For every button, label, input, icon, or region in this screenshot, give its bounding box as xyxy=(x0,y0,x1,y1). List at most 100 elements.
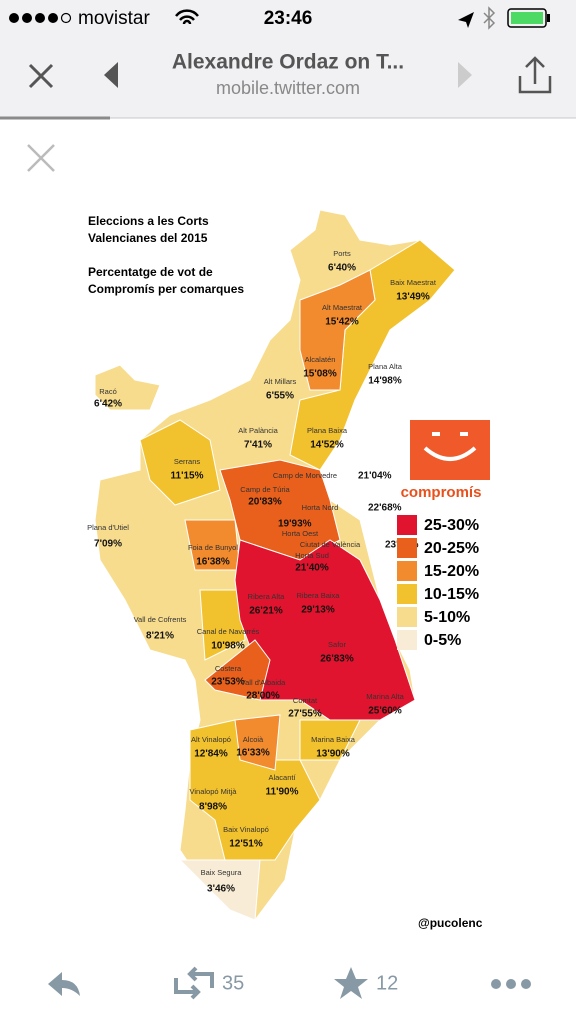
legend-label: 15-20% xyxy=(424,563,479,580)
region-name: Vall d'Albaida xyxy=(241,678,286,687)
region-name: Alt Millars xyxy=(264,377,297,386)
time: 23:46 xyxy=(264,8,313,29)
back-button[interactable] xyxy=(104,62,118,88)
region-value: 28'00% xyxy=(246,691,280,702)
more-button[interactable] xyxy=(491,979,531,989)
region-name: Horta Nord xyxy=(302,503,339,512)
legend-swatch xyxy=(397,538,417,558)
legend-swatch xyxy=(397,607,417,627)
region-value: 19'93% xyxy=(278,519,312,530)
region-name: Canal de Navarrés xyxy=(197,627,260,636)
region-name: Safor xyxy=(328,640,346,649)
map-title: Valencianes del 2015 xyxy=(88,231,208,245)
region-name: Horta Sud xyxy=(295,551,329,560)
region-value: 7'09% xyxy=(94,539,122,550)
region-value: 13'49% xyxy=(396,292,430,303)
region-value: 29'13% xyxy=(301,605,335,616)
carrier: movistar xyxy=(78,8,150,29)
region-value: 3'46% xyxy=(207,884,235,895)
region-name: Alcoià xyxy=(243,735,264,744)
favorite-count: 12 xyxy=(376,972,398,994)
region-name: Camp de Túria xyxy=(240,485,290,494)
region-value: 14'98% xyxy=(368,376,402,387)
top-bar xyxy=(0,0,576,118)
region-value: 13'90% xyxy=(316,749,350,760)
battery-level xyxy=(511,12,543,24)
retweet-count: 35 xyxy=(222,972,244,994)
region-value: 10'98% xyxy=(211,641,245,652)
region-value: 6'40% xyxy=(328,263,356,274)
region-value: 22'68% xyxy=(368,503,402,514)
region-value: 7'41% xyxy=(244,440,272,451)
region-value: 16'33% xyxy=(236,748,270,759)
region-name: Comtat xyxy=(293,696,318,705)
battery-tip xyxy=(547,14,550,22)
forward-button[interactable] xyxy=(458,62,472,88)
region-name: Foia de Bunyol xyxy=(188,543,238,552)
region-name: Baix Maestrat xyxy=(390,278,437,287)
region-value: 6'42% xyxy=(94,399,122,410)
legend-label: 20-25% xyxy=(424,540,479,557)
region-value: 11'15% xyxy=(171,471,204,482)
favorite-button[interactable] xyxy=(334,967,368,999)
region-name: Marina Baixa xyxy=(311,735,356,744)
retweet-button[interactable] xyxy=(174,966,214,1000)
logo-smile xyxy=(423,446,477,461)
region-name: Baix Vinalopó xyxy=(223,825,269,834)
logo-mark xyxy=(410,420,490,480)
battery xyxy=(507,8,547,28)
region-value: 26'83% xyxy=(320,654,354,665)
close-button[interactable] xyxy=(28,63,54,89)
map-subtitle: Percentatge de vot de xyxy=(88,265,213,279)
region-value: 8'21% xyxy=(146,631,174,642)
region-name: Ribera Alta xyxy=(248,592,286,601)
region-value: 23'53% xyxy=(211,677,245,688)
location-icon xyxy=(458,12,474,28)
region-name: Alt Palància xyxy=(238,426,278,435)
legend-label: 0-5% xyxy=(424,632,461,649)
region-value: 27'55% xyxy=(288,709,322,720)
page-title: Alexandre Ordaz on T... xyxy=(172,51,404,74)
region-name: Racó xyxy=(99,387,117,396)
share-button[interactable] xyxy=(518,56,552,94)
region-value: 16'38% xyxy=(196,557,230,568)
logo-text: compromís xyxy=(401,484,482,501)
region-name: Serrans xyxy=(174,457,201,466)
legend-label: 10-15% xyxy=(424,586,479,603)
wifi xyxy=(175,9,199,25)
map xyxy=(94,209,456,921)
region-name: Baix Segura xyxy=(201,868,243,877)
region-name: Vall de Cofrents xyxy=(134,615,187,624)
legend-label: 5-10% xyxy=(424,609,470,626)
credit: @pucolenc xyxy=(418,916,483,930)
region-value: 11'90% xyxy=(266,787,299,798)
legend-swatch xyxy=(397,630,417,650)
region-name: Alacantí xyxy=(268,773,296,782)
region-name: Horta Oest xyxy=(282,529,319,538)
reply-button[interactable] xyxy=(48,972,80,996)
region-name: Costera xyxy=(215,664,242,673)
region-value: 21'40% xyxy=(295,563,329,574)
legend-swatch xyxy=(397,584,417,604)
close-image[interactable] xyxy=(27,144,55,172)
region-value: 6'55% xyxy=(266,391,294,402)
region-value: 14'52% xyxy=(310,440,344,451)
region-value: 8'98% xyxy=(199,802,227,813)
region-name: Plana Alta xyxy=(368,362,403,371)
region-value: 20'83% xyxy=(248,497,282,508)
region-name: Vinalopó Mitjà xyxy=(190,787,238,796)
legend-label: 25-30% xyxy=(424,517,479,534)
signal xyxy=(9,12,72,24)
region-name: Camp de Morvedre xyxy=(273,471,337,480)
region-value: 21'04% xyxy=(358,471,392,482)
region-name: Alt Maestrat xyxy=(322,303,363,312)
region-name: Alt Vinalopó xyxy=(191,735,231,744)
region-name: Plana d'Utiel xyxy=(87,523,129,532)
region-name: Ribera Baixa xyxy=(297,591,341,600)
legend-swatch xyxy=(397,515,417,535)
region-value: 12'51% xyxy=(229,839,263,850)
map-subtitle: Compromís per comarques xyxy=(88,282,244,296)
region-name: Marina Alta xyxy=(366,692,404,701)
